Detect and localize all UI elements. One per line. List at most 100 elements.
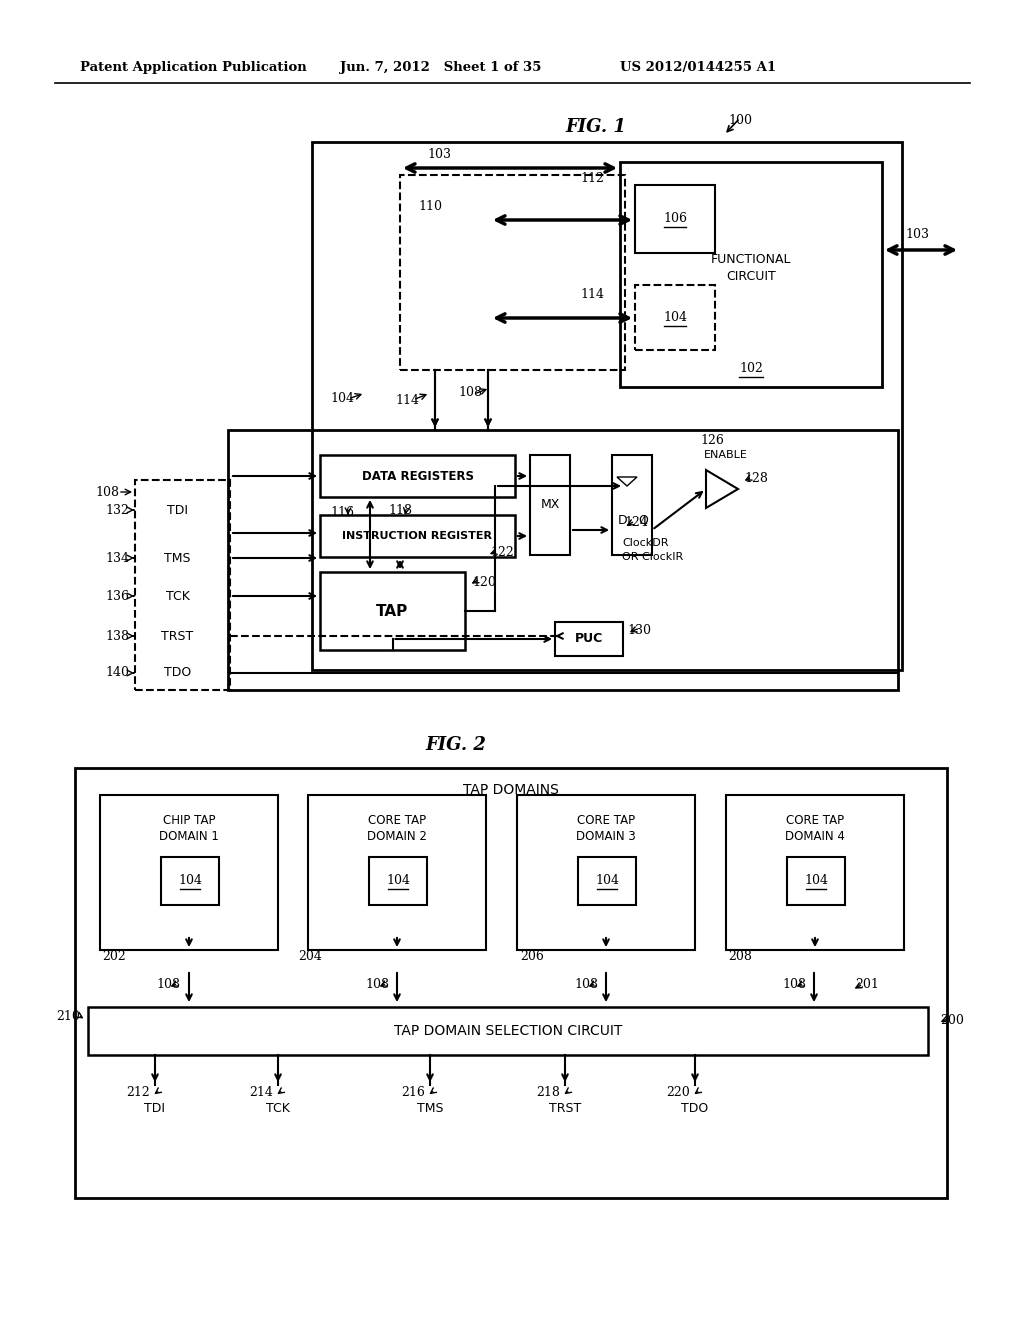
Bar [135,480,230,690]
Bar [161,857,219,906]
Text: 214: 214 [249,1086,273,1100]
Text: 208: 208 [728,949,752,962]
Bar [578,857,636,906]
Text: 201: 201 [855,978,879,991]
Text: Jun. 7, 2012   Sheet 1 of 35: Jun. 7, 2012 Sheet 1 of 35 [340,62,542,74]
Text: 206: 206 [520,949,544,962]
Text: ClockDR: ClockDR [622,539,669,548]
Bar [555,622,623,656]
Text: US 2012/0144255 A1: US 2012/0144255 A1 [620,62,776,74]
Bar [369,857,427,906]
Text: CORE TAP: CORE TAP [577,813,635,826]
Text: TDO: TDO [164,667,191,680]
Text: 124: 124 [624,516,648,529]
Bar [400,176,625,370]
Text: TDI: TDI [167,503,188,516]
Text: DOMAIN 1: DOMAIN 1 [159,830,219,843]
Text: FIG. 2: FIG. 2 [425,737,485,754]
Text: OR ClockIR: OR ClockIR [622,552,683,562]
Text: 116: 116 [330,507,354,520]
Bar [319,572,465,649]
Text: CORE TAP: CORE TAP [368,813,426,826]
Bar [787,857,845,906]
Text: 212: 212 [126,1086,150,1100]
Text: Q: Q [638,513,648,527]
Text: CORE TAP: CORE TAP [786,813,844,826]
Text: TDO: TDO [681,1101,709,1114]
Text: 202: 202 [102,949,126,962]
Text: 122: 122 [490,546,514,560]
Text: 136: 136 [105,590,129,602]
Polygon shape [706,470,738,508]
Text: 108: 108 [365,978,389,991]
Bar [308,795,486,950]
Text: 100: 100 [728,114,752,127]
Text: 102: 102 [739,363,763,375]
Text: INSTRUCTION REGISTER: INSTRUCTION REGISTER [342,531,493,541]
Text: CIRCUIT: CIRCUIT [726,271,776,282]
Bar [228,430,898,690]
Text: PUC: PUC [574,632,603,645]
Text: TRST: TRST [549,1101,582,1114]
Text: FIG. 1: FIG. 1 [565,117,626,136]
Text: 108: 108 [782,978,806,991]
Bar [75,768,947,1199]
Bar [312,143,902,671]
Bar [620,162,882,387]
Text: 110: 110 [418,201,442,214]
Text: 103: 103 [427,149,451,161]
Bar [319,515,515,557]
Bar [612,455,652,554]
Text: TRST: TRST [162,630,194,643]
Text: DOMAIN 4: DOMAIN 4 [785,830,845,843]
Text: 104: 104 [330,392,354,404]
Text: 204: 204 [298,949,322,962]
Bar [88,1007,928,1055]
Text: 210: 210 [56,1011,80,1023]
Text: 108: 108 [156,978,180,991]
Text: 108: 108 [95,486,119,499]
Text: 104: 104 [178,874,202,887]
Text: DOMAIN 2: DOMAIN 2 [367,830,427,843]
Text: ENABLE: ENABLE [705,450,748,459]
Text: Patent Application Publication: Patent Application Publication [80,62,307,74]
Text: 138: 138 [105,630,129,643]
Bar [319,455,515,498]
Text: TAP DOMAINS: TAP DOMAINS [463,783,559,797]
Text: 140: 140 [105,667,129,680]
Text: 216: 216 [401,1086,425,1100]
Text: TDI: TDI [144,1101,166,1114]
Text: 114: 114 [580,289,604,301]
Text: 134: 134 [105,552,129,565]
Text: 200: 200 [940,1014,964,1027]
Text: CHIP TAP: CHIP TAP [163,813,215,826]
Bar [635,185,715,253]
Text: TAP DOMAIN SELECTION CIRCUIT: TAP DOMAIN SELECTION CIRCUIT [394,1024,623,1038]
Text: 220: 220 [667,1086,690,1100]
Text: 126: 126 [700,433,724,446]
Bar [530,455,570,554]
Bar [517,795,695,950]
Text: 106: 106 [663,213,687,226]
Text: 114: 114 [395,393,419,407]
Text: TAP: TAP [377,603,409,619]
Text: 108: 108 [574,978,598,991]
Text: 104: 104 [663,312,687,323]
Text: 132: 132 [105,503,129,516]
Text: 103: 103 [905,228,929,242]
Bar [726,795,904,950]
Text: 128: 128 [744,473,768,486]
Text: DOMAIN 3: DOMAIN 3 [577,830,636,843]
Text: TMS: TMS [164,552,190,565]
Text: 130: 130 [627,623,651,636]
Text: 118: 118 [388,504,412,517]
Bar [100,795,278,950]
Text: D: D [618,513,628,527]
Text: 104: 104 [804,874,828,887]
Text: TCK: TCK [266,1101,290,1114]
Text: 108: 108 [458,387,482,400]
Polygon shape [617,477,637,486]
Text: 120: 120 [472,576,496,589]
Text: 104: 104 [595,874,618,887]
Text: MX: MX [541,499,560,511]
